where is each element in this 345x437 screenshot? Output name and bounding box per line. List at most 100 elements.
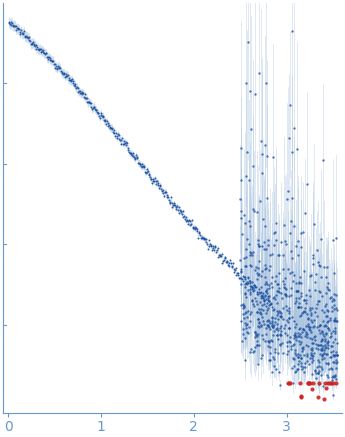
Point [258, 322, 264, 329]
Point [206, 237, 211, 244]
Point [148, 175, 154, 182]
Point [259, 291, 265, 298]
Point [298, 289, 304, 296]
Point [258, 288, 264, 295]
Point [283, 303, 288, 310]
Point [226, 260, 231, 267]
Point [298, 243, 304, 250]
Point [294, 145, 300, 152]
Point [132, 156, 138, 163]
Point [85, 99, 90, 106]
Point [264, 281, 269, 288]
Point [23, 33, 29, 40]
Point [262, 291, 268, 298]
Point [212, 243, 218, 250]
Point [324, 284, 329, 291]
Point [281, 284, 287, 291]
Point [329, 304, 335, 311]
Point [304, 330, 309, 337]
Point [178, 209, 184, 216]
Point [287, 334, 293, 341]
Point [327, 354, 332, 361]
Point [108, 124, 113, 131]
Point [331, 359, 336, 366]
Point [239, 337, 245, 344]
Point [255, 290, 261, 297]
Point [333, 356, 339, 363]
Point [250, 205, 256, 212]
Point [243, 325, 249, 332]
Point [251, 287, 257, 294]
Point [207, 240, 213, 247]
Point [282, 329, 288, 336]
Point [309, 345, 315, 352]
Point [30, 40, 35, 47]
Point [277, 368, 282, 375]
Point [255, 271, 261, 278]
Point [241, 212, 247, 218]
Point [296, 278, 302, 285]
Point [199, 233, 205, 240]
Point [327, 295, 333, 302]
Point [231, 266, 236, 273]
Point [105, 119, 110, 126]
Point [245, 39, 250, 46]
Point [321, 331, 326, 338]
Point [272, 315, 278, 322]
Point [318, 346, 324, 353]
Point [193, 226, 198, 233]
Point [308, 345, 314, 352]
Point [323, 335, 328, 342]
Point [294, 368, 299, 375]
Point [264, 330, 269, 337]
Point [246, 277, 252, 284]
Point [332, 316, 337, 323]
Point [247, 251, 253, 258]
Point [150, 176, 156, 183]
Point [34, 43, 40, 50]
Point [259, 314, 265, 321]
Point [250, 301, 256, 308]
Point [324, 372, 329, 379]
Point [130, 150, 135, 157]
Point [197, 231, 203, 238]
Point [321, 333, 327, 340]
Point [110, 128, 116, 135]
Point [256, 305, 262, 312]
Point [294, 336, 299, 343]
Point [259, 301, 265, 308]
Point [306, 323, 312, 330]
Point [224, 257, 229, 264]
Point [9, 20, 15, 27]
Point [265, 322, 270, 329]
Point [286, 134, 292, 141]
Point [249, 286, 255, 293]
Point [252, 302, 257, 309]
Point [59, 69, 65, 76]
Point [305, 379, 310, 386]
Point [313, 279, 318, 286]
Point [270, 323, 276, 330]
Point [319, 328, 325, 335]
Point [250, 163, 256, 170]
Point [256, 286, 262, 293]
Point [317, 263, 323, 270]
Point [333, 330, 338, 337]
Point [177, 207, 183, 214]
Point [152, 175, 158, 182]
Point [247, 222, 253, 229]
Point [289, 365, 295, 372]
Point [153, 177, 158, 184]
Point [312, 349, 317, 356]
Point [305, 315, 311, 322]
Point [125, 146, 130, 153]
Point [179, 211, 185, 218]
Point [261, 246, 266, 253]
Point [87, 100, 93, 107]
Point [195, 228, 200, 235]
Point [291, 334, 297, 341]
Point [121, 141, 127, 148]
Point [250, 249, 255, 256]
Point [307, 355, 313, 362]
Point [126, 144, 131, 151]
